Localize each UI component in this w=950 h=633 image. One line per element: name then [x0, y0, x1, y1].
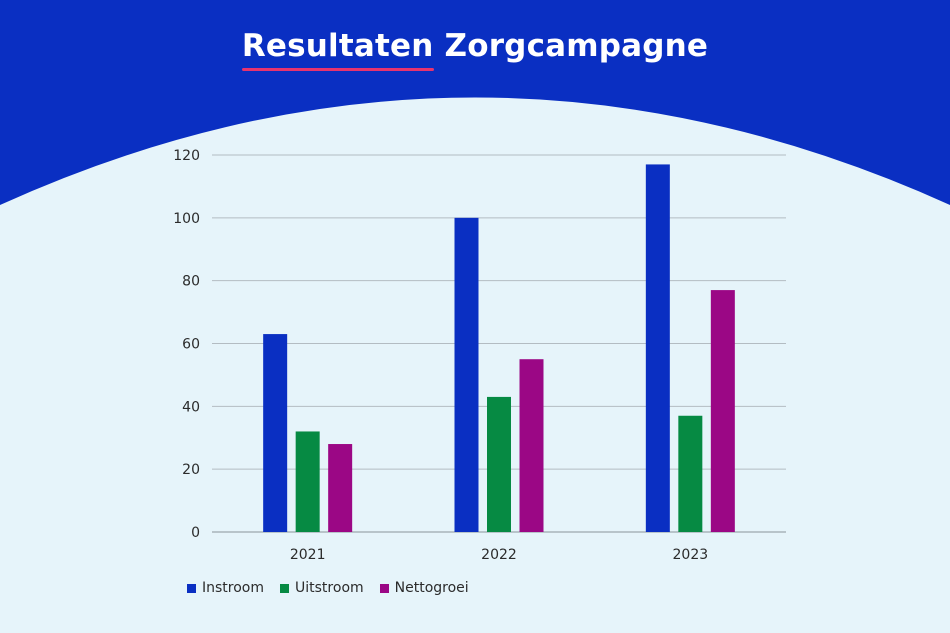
bar-instroom-2021 [263, 334, 288, 532]
title-highlight: Resultaten [241, 28, 434, 71]
legend-swatch-uitstroom [280, 583, 290, 593]
legend-swatch-nettogroei [379, 583, 389, 593]
title-rest: Zorgcampagne [444, 28, 709, 64]
page-title: Resultaten Zorgcampagne [0, 28, 950, 71]
bar-uitstroom-2023 [678, 415, 703, 532]
y-tick-label-0: 0 [191, 525, 200, 541]
x-tick-label-2021: 2021 [290, 547, 326, 563]
y-tick-label-60: 60 [182, 337, 200, 353]
bar-instroom-2023 [645, 164, 670, 533]
legend-label-nettogroei: Nettogroei [394, 580, 469, 596]
chart-legend: Instroom Uitstroom Nettogroei [187, 580, 469, 596]
y-tick-label-20: 20 [182, 462, 200, 478]
bar-nettogroei-2021 [328, 444, 353, 532]
x-tick-label-2023: 2023 [673, 547, 709, 563]
x-tick-label-2022: 2022 [481, 547, 517, 563]
legend-swatch-instroom [187, 583, 196, 593]
bar-nettogroei-2023 [710, 290, 735, 532]
bar-uitstroom-2022 [487, 396, 511, 532]
legend-label-uitstroom: Uitstroom [295, 580, 364, 596]
y-tick-label-80: 80 [182, 274, 200, 290]
bar-uitstroom-2021 [295, 431, 320, 532]
legend-item-instroom[interactable]: Instroom [187, 580, 264, 596]
legend-item-nettogroei[interactable]: Nettogroei [379, 580, 469, 596]
bar-instroom-2022 [454, 217, 479, 533]
y-tick-label-120: 120 [173, 148, 200, 164]
y-tick-label-100: 100 [173, 211, 200, 227]
legend-label-instroom: Instroom [202, 580, 265, 596]
header-arc [0, 0, 950, 205]
y-tick-label-40: 40 [182, 399, 200, 415]
legend-item-uitstroom[interactable]: Uitstroom [280, 580, 364, 596]
bar-nettogroei-2022 [519, 359, 544, 532]
